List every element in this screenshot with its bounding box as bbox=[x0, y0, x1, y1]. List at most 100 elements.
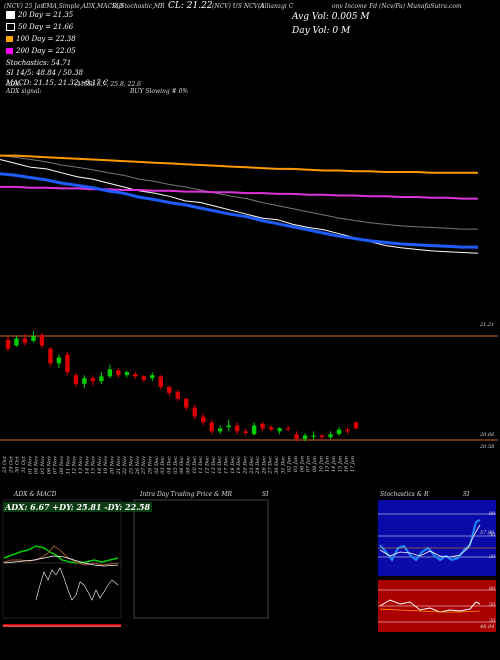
x-axis-label: 19 Nov bbox=[103, 456, 109, 474]
candle-body bbox=[201, 416, 206, 423]
candle-body bbox=[158, 376, 163, 387]
candle-body bbox=[22, 338, 28, 343]
x-axis-label: 05 Nov bbox=[40, 456, 46, 474]
header-company: (Allianzgi C bbox=[258, 3, 294, 10]
x-axis-label: 08 Nov bbox=[59, 456, 65, 474]
candle-body bbox=[217, 428, 223, 432]
stoch-tick-80: 80 bbox=[489, 511, 496, 517]
candle-body bbox=[116, 370, 121, 376]
legend-200-day-swatch bbox=[6, 48, 13, 54]
x-axis-label: 20 Nov bbox=[110, 456, 116, 475]
macd-value: MACD: 21.15, 21.32, -0.17 C bbox=[6, 79, 109, 87]
x-axis-label: 17 Jan bbox=[350, 456, 356, 472]
x-axis-label: 15 Nov bbox=[91, 456, 97, 474]
x-axis-label: 15 Jan bbox=[337, 456, 343, 472]
x-axis-label: 26 Dec bbox=[261, 456, 267, 475]
candle-body bbox=[336, 429, 342, 435]
x-axis-label: 16 Jan bbox=[344, 456, 350, 472]
x-axis-label: 25 Oct bbox=[2, 455, 8, 474]
candle-body bbox=[167, 387, 172, 393]
x-axis-label: 10 Jan bbox=[318, 456, 324, 472]
x-axis-label: 14 Nov bbox=[84, 456, 90, 474]
candle-body bbox=[268, 427, 274, 430]
candle-body bbox=[285, 428, 291, 430]
candle-body bbox=[150, 375, 155, 379]
x-axis-label: 06 Dec bbox=[179, 456, 185, 474]
x-axis-label: 30 Dec bbox=[274, 456, 280, 474]
intraday-panel-title: Intra Day Trading Price & MR bbox=[140, 491, 233, 498]
ema-line-blue bbox=[0, 172, 478, 249]
legend-50-day-label: 50 Day = 21.66 bbox=[18, 23, 74, 31]
x-axis-label: 10 Dec bbox=[192, 456, 198, 474]
x-axis-label: 27 Nov bbox=[141, 456, 147, 475]
x-axis-label: 22 Nov bbox=[122, 456, 128, 475]
x-axis-label: 26 Nov bbox=[135, 456, 141, 475]
close-price: CL: 21.22 bbox=[168, 1, 213, 11]
stoch-tick-50: 50 bbox=[489, 532, 496, 538]
x-axis-label: 03 Dec bbox=[160, 456, 166, 474]
x-axis-label: 17 Dec bbox=[224, 456, 230, 474]
x-axis-label: 21 Nov bbox=[116, 456, 122, 475]
x-axis-label: 31 Oct bbox=[21, 455, 27, 473]
ema-line-100-day bbox=[0, 154, 478, 174]
rsi-line bbox=[379, 599, 481, 613]
candle-body bbox=[319, 435, 325, 438]
adx-signal-value: BUY Slowing # 0% bbox=[130, 88, 189, 95]
x-axis-label: 11 Nov bbox=[65, 456, 71, 474]
x-axis-label: 02 Dec bbox=[154, 456, 160, 474]
x-axis-label: 31 Dec bbox=[280, 456, 286, 474]
candle-body bbox=[277, 428, 282, 432]
header-stoch-title: SI,Stochastic,MR bbox=[112, 3, 165, 10]
price-chart: 25 Oct 29 Oct 30 Oct 31 Oct 01 Nov 04 Nov 05 N… bbox=[0, 154, 498, 475]
legend-100-day: 100 Day = 22.38 bbox=[6, 35, 76, 43]
legend-50-day: 50 Day = 21.66 bbox=[6, 23, 73, 31]
x-axis-label: 07 Jan bbox=[306, 456, 312, 472]
x-axis-label: 19 Dec bbox=[236, 456, 242, 474]
x-axis-label: 18 Nov bbox=[97, 456, 103, 474]
x-axis-label: 16 Dec bbox=[217, 456, 223, 474]
x-axis-label: 18 Dec bbox=[230, 456, 236, 474]
intraday-si-label: SI bbox=[262, 491, 269, 498]
candle-body bbox=[133, 374, 138, 377]
header-company-2: onv Income Fd (Ncv/Pa) MunafaSutra.com bbox=[332, 3, 462, 10]
x-axis-label: 13 Dec bbox=[211, 456, 217, 474]
rsi-tick-20: 20 bbox=[489, 618, 496, 624]
stoch-tick-20: 20 bbox=[489, 554, 496, 560]
adx-values-label: ADX: 6.67 +DY: 25.81 -DY: 22.58 bbox=[3, 502, 153, 512]
candle-body bbox=[243, 431, 248, 434]
legend-20-day-label: 20 Day = 21.35 bbox=[18, 11, 74, 19]
x-axis-label: 02 Jan bbox=[287, 456, 293, 472]
candle-body bbox=[56, 357, 62, 364]
x-axis-label: 12 Dec bbox=[205, 456, 211, 474]
candle-body bbox=[141, 376, 147, 380]
x-axis-label: 27 Dec bbox=[268, 456, 274, 475]
candle-body bbox=[302, 435, 308, 439]
legend-20-day: 20 Day = 21.35 bbox=[6, 11, 73, 19]
x-axis-label: 07 Nov bbox=[53, 456, 59, 474]
stoch-d-line bbox=[379, 524, 481, 558]
x-axis-label: 13 Nov bbox=[78, 456, 84, 474]
candle-body bbox=[260, 423, 265, 429]
candle-body bbox=[65, 354, 70, 373]
price-label-bottom-2: 20.58 bbox=[480, 444, 495, 450]
candle-body bbox=[48, 348, 53, 364]
adx-panel-title: ADX & MACD bbox=[14, 491, 57, 498]
stoch-current-value: 57.96 bbox=[480, 530, 495, 536]
x-axis-label: 23 Dec bbox=[249, 456, 255, 475]
candle-body bbox=[192, 407, 197, 417]
rsi-orange-line bbox=[379, 608, 481, 613]
x-axis-label: 25 Nov bbox=[129, 456, 135, 475]
x-axis-label: 30 Oct bbox=[15, 455, 21, 473]
ema-line-50-day bbox=[0, 155, 478, 230]
adx-mgr: (MGR) 6.7, 25.8, 22.6 bbox=[75, 81, 141, 88]
x-axis-label: 06 Nov bbox=[46, 456, 52, 474]
candle-body bbox=[234, 425, 240, 432]
candle-body bbox=[251, 425, 257, 435]
macd-white-line bbox=[35, 567, 119, 601]
x-axis-label: 04 Nov bbox=[34, 456, 40, 474]
price-label-bottom-1: 20.66 bbox=[480, 432, 495, 438]
adx-line bbox=[3, 555, 119, 567]
x-axis-label: 29 Nov bbox=[148, 456, 154, 475]
x-axis-label: 20 Dec bbox=[242, 456, 248, 475]
